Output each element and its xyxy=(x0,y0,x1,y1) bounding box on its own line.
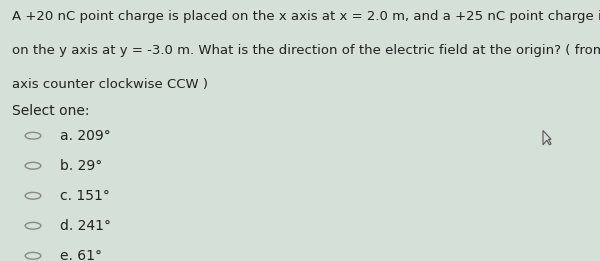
Text: d. 241°: d. 241° xyxy=(60,219,111,233)
Text: e. 61°: e. 61° xyxy=(60,249,102,261)
Text: Select one:: Select one: xyxy=(12,104,89,118)
Text: c. 151°: c. 151° xyxy=(60,189,110,203)
Text: a. 209°: a. 209° xyxy=(60,129,111,143)
Text: on the y axis at y = -3.0 m. What is the direction of the electric field at the : on the y axis at y = -3.0 m. What is the… xyxy=(12,44,600,57)
Text: A +20 nC point charge is placed on the x axis at x = 2.0 m, and a +25 nC point c: A +20 nC point charge is placed on the x… xyxy=(12,10,600,23)
Text: b. 29°: b. 29° xyxy=(60,159,102,173)
Text: axis counter clockwise CCW ): axis counter clockwise CCW ) xyxy=(12,78,208,91)
Polygon shape xyxy=(543,130,551,145)
